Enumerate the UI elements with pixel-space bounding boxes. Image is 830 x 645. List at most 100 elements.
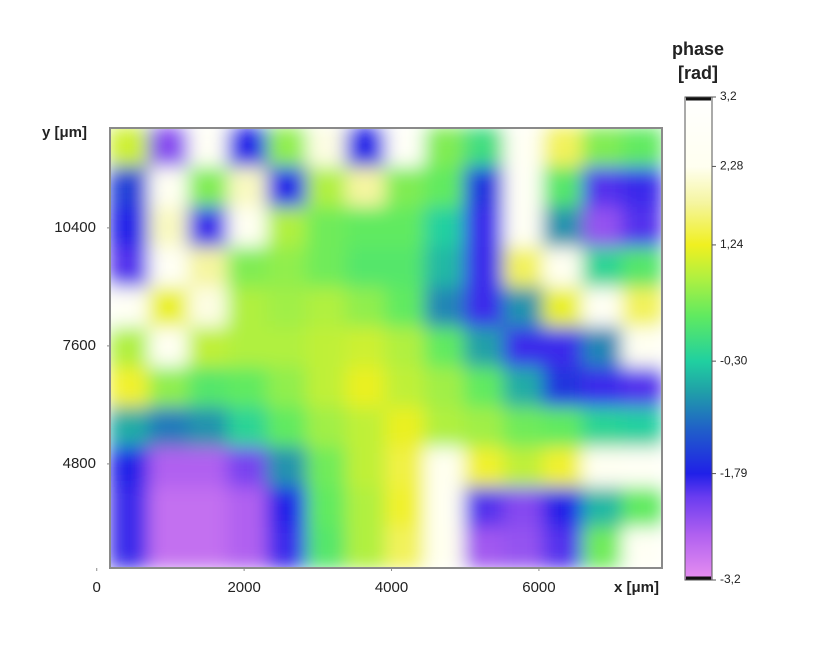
y-tick-label: 7600: [63, 337, 96, 354]
heatmap-cell: [463, 447, 506, 490]
heatmap-cell: [385, 327, 427, 369]
heatmap-cell: [542, 166, 585, 209]
heatmap-cell: [424, 207, 466, 250]
heatmap-cell: [266, 406, 309, 449]
heatmap-cell: [306, 406, 348, 449]
heatmap-cell: [227, 247, 269, 290]
heatmap-cell: [424, 487, 466, 530]
colorbar-tick-label: 2,28: [720, 159, 744, 173]
heatmap-cell: [187, 166, 230, 209]
heatmap-cell: [582, 247, 624, 290]
heatmap-cell: [621, 166, 662, 209]
heatmap-cell: [227, 527, 269, 568]
heatmap-cell: [187, 287, 230, 330]
heatmap-cell: [148, 247, 190, 290]
heatmap-cell: [187, 366, 230, 409]
heatmap-cell: [266, 247, 309, 290]
heatmap-cell: [582, 366, 624, 409]
heatmap-cell: [306, 207, 348, 250]
heatmap-cell: [187, 128, 230, 169]
heatmap-cell: [227, 406, 269, 449]
heatmap-cell: [503, 287, 545, 330]
heatmap-cell: [582, 128, 624, 169]
heatmap-cell: [110, 447, 151, 490]
heatmap-cell: [621, 406, 662, 449]
heatmap-cell: [463, 527, 506, 568]
heatmap-cell: [227, 447, 269, 490]
heatmap-cell: [227, 327, 269, 369]
heatmap-cell: [148, 287, 190, 330]
colorbar-title: phase: [672, 39, 724, 59]
heatmap-cell: [187, 447, 230, 490]
heatmap-cell: [582, 327, 624, 369]
heatmap-cell: [424, 128, 466, 169]
heatmap-cell: [582, 207, 624, 250]
heatmap-cell: [542, 287, 585, 330]
heatmap-cell: [621, 327, 662, 369]
heatmap-cell: [110, 128, 151, 169]
heatmap-cell: [463, 166, 506, 209]
heatmap-cell: [542, 406, 585, 449]
heatmap-cell: [148, 327, 190, 369]
heatmap-cell: [463, 247, 506, 290]
heatmap-cell: [582, 487, 624, 530]
heatmap-cell: [110, 287, 151, 330]
heatmap-cell: [148, 166, 190, 209]
heatmap-cell: [503, 527, 545, 568]
heatmap-cell: [345, 128, 388, 169]
x-tick-label: 2000: [227, 579, 260, 596]
heatmap-cell: [148, 447, 190, 490]
heatmap-cell: [306, 487, 348, 530]
heatmap-cell: [463, 487, 506, 530]
y-tick-label: 10400: [54, 219, 96, 236]
y-axis-label: y [μm]: [42, 124, 87, 141]
heatmap-cell: [503, 247, 545, 290]
heatmap-cell: [187, 527, 230, 568]
heatmap-cell: [306, 247, 348, 290]
heatmap-cell: [463, 327, 506, 369]
heatmap-cell: [424, 527, 466, 568]
heatmap-cell: [385, 406, 427, 449]
heatmap-cell: [542, 128, 585, 169]
heatmap-cell: [463, 406, 506, 449]
heatmap-cell: [503, 128, 545, 169]
heatmap-cell: [227, 366, 269, 409]
heatmap-cell: [266, 447, 309, 490]
colorbar: [684, 96, 713, 581]
heatmap-cell: [385, 447, 427, 490]
heatmap-cell: [582, 287, 624, 330]
heatmap-cell: [385, 207, 427, 250]
heatmap-cell: [148, 207, 190, 250]
heatmap-cell: [148, 128, 190, 169]
heatmap-cell: [424, 166, 466, 209]
heatmap-cell: [148, 366, 190, 409]
heatmap-cell: [345, 327, 388, 369]
heatmap-cell: [503, 406, 545, 449]
heatmap-cell: [424, 406, 466, 449]
heatmap-cell: [306, 287, 348, 330]
heatmap-cell: [110, 366, 151, 409]
heatmap-cell: [266, 527, 309, 568]
heatmap-cell: [148, 527, 190, 568]
heatmap-cell: [582, 447, 624, 490]
heatmap-cell: [110, 207, 151, 250]
heatmap-cell: [463, 366, 506, 409]
heatmap-cell: [503, 447, 545, 490]
heatmap-cell: [503, 166, 545, 209]
heatmap-cell: [621, 487, 662, 530]
heatmap-cell: [266, 207, 309, 250]
heatmap-cell: [345, 247, 388, 290]
heatmap-cell: [306, 527, 348, 568]
heatmap-cell: [385, 247, 427, 290]
heatmap-cell: [266, 327, 309, 369]
heatmap-cell: [148, 487, 190, 530]
heatmap-cell: [227, 487, 269, 530]
heatmap-cell: [345, 406, 388, 449]
heatmap-cell: [187, 247, 230, 290]
heatmap-cell: [345, 207, 388, 250]
heatmap-cell: [227, 207, 269, 250]
heatmap-cell: [227, 287, 269, 330]
heatmap-cell: [503, 327, 545, 369]
heatmap-cell: [385, 128, 427, 169]
